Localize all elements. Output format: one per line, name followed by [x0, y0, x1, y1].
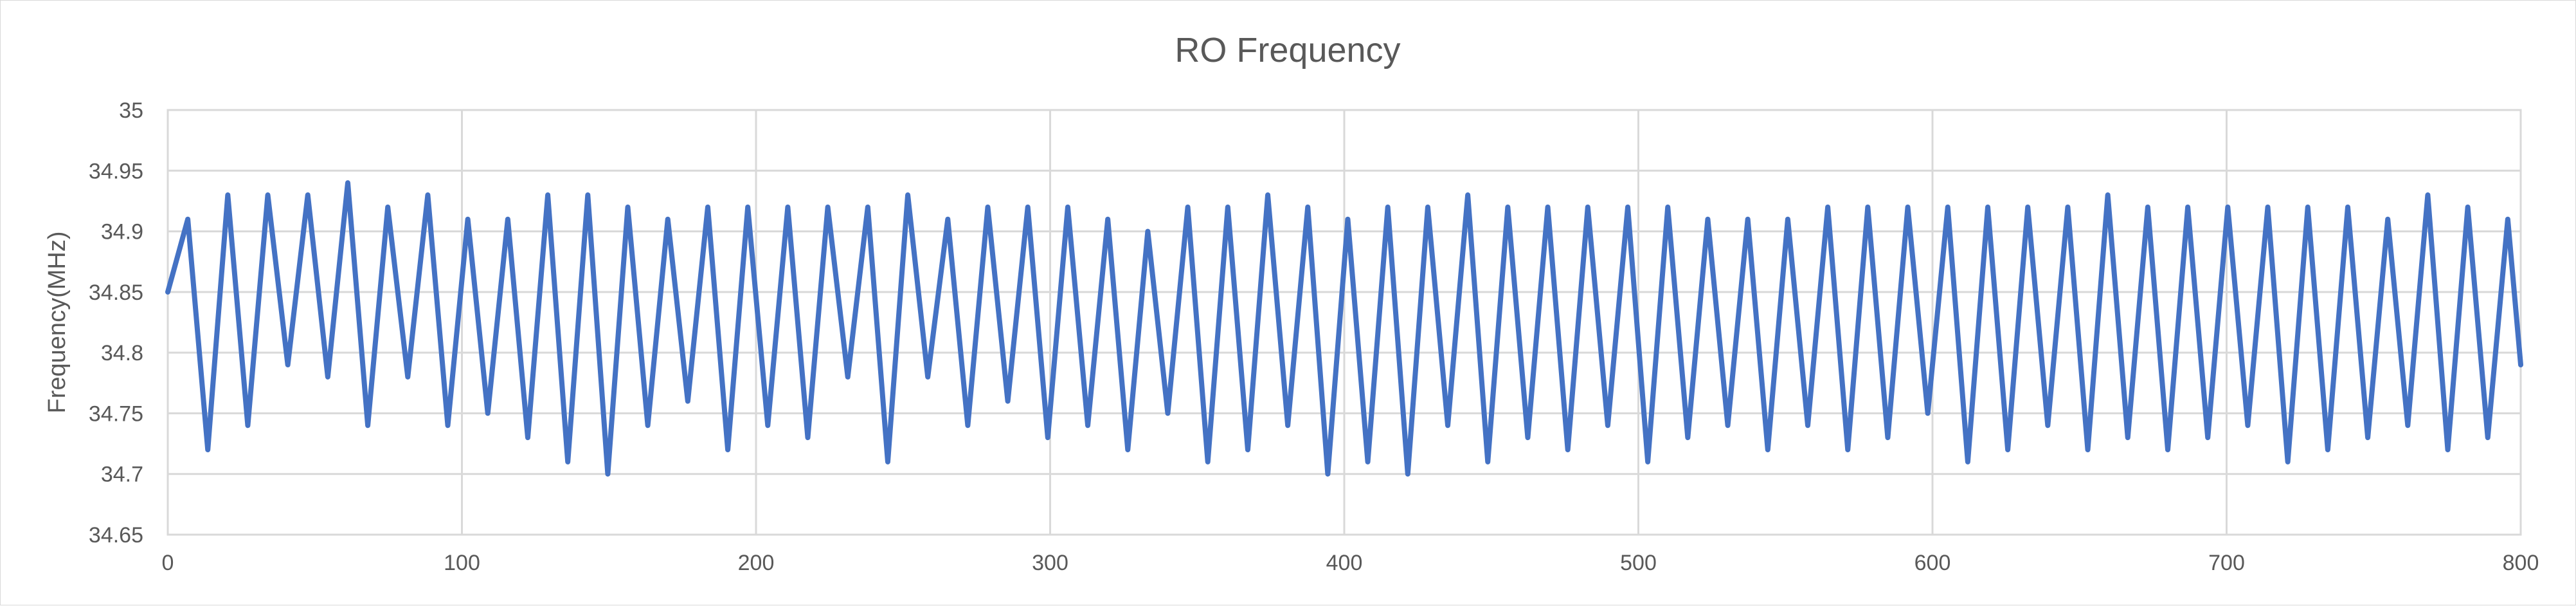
x-tick-label: 400 — [1326, 551, 1363, 575]
y-tick-label: 34.95 — [89, 159, 143, 183]
y-tick-label: 34.8 — [101, 341, 143, 365]
series-layer — [165, 180, 2523, 477]
x-axis-tick-labels: 0 100 200 300 400 500 600 700 800 — [162, 551, 2539, 575]
y-tick-label: 34.85 — [89, 281, 143, 305]
y-axis-label: Frequency(MHz) — [44, 232, 71, 414]
y-tick-label: 34.7 — [101, 463, 143, 487]
x-tick-label: 300 — [1032, 551, 1068, 575]
y-tick-label: 34.75 — [89, 401, 143, 426]
grid-lines — [167, 109, 2522, 536]
x-tick-label: 600 — [1914, 551, 1951, 575]
frequency-series-line — [165, 180, 2523, 477]
x-tick-label: 100 — [444, 551, 480, 575]
x-tick-label: 200 — [738, 551, 775, 575]
x-tick-label: 0 — [162, 551, 174, 575]
y-tick-label: 34.65 — [89, 523, 143, 548]
x-tick-label: 800 — [2503, 551, 2539, 575]
y-tick-label: 35 — [119, 98, 143, 123]
plot-area-border — [167, 109, 2522, 536]
chart-title: RO Frequency — [1175, 31, 1400, 69]
y-tick-label: 34.9 — [101, 220, 143, 244]
x-tick-label: 700 — [2208, 551, 2245, 575]
x-tick-label: 500 — [1620, 551, 1657, 575]
y-axis-tick-labels: 34.65 34.7 34.75 34.8 34.85 34.9 34.95 35 — [89, 98, 143, 548]
